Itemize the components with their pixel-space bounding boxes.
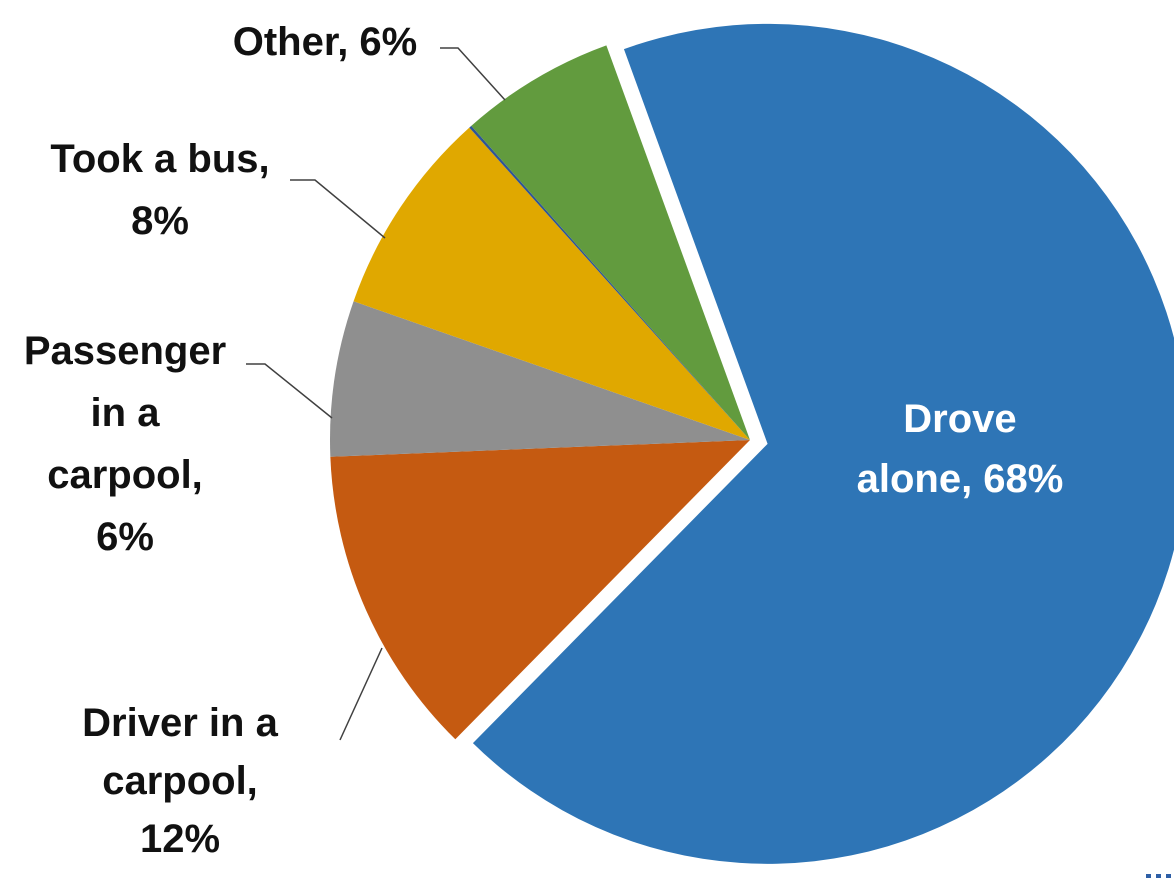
slice-label-driver-in-a-carpool: Driver in a carpool, 12% [82, 701, 278, 861]
corner-decoration [1156, 874, 1161, 878]
slice-label-line: 6% [96, 515, 154, 559]
corner-decoration [1146, 874, 1151, 878]
corner-decoration [1166, 874, 1171, 878]
leader-line-passenger-in-a-carpool [246, 363, 333, 419]
slice-labels: Drove alone, 68% Driver in a carpool, 12% Pas… [24, 20, 1064, 861]
slice-label-other: Other, 6% [233, 20, 418, 64]
slice-label-line: in a [91, 391, 161, 435]
leader-lines [246, 47, 506, 741]
pie-slice-other [471, 45, 750, 440]
slice-label-took-a-bus: Took a bus, 8% [50, 137, 269, 243]
slice-label-line: Passenger [24, 329, 226, 373]
leader-line-other [440, 47, 506, 101]
pie-slice-took-a-bus [353, 127, 750, 440]
slice-label-line: Drove [903, 397, 1016, 441]
slice-label-line: Driver in a [82, 701, 278, 745]
slice-label-line: alone, 68% [857, 457, 1064, 501]
pie-slice-unlabeled [469, 125, 750, 440]
slice-label-line: carpool, [47, 453, 203, 497]
slice-label-line: 8% [131, 199, 189, 243]
slice-label-drove-alone: Drove alone, 68% [857, 397, 1064, 501]
slice-label-line: Took a bus, [50, 137, 269, 181]
pie-slices [330, 23, 1174, 864]
slice-label-line: Other, 6% [233, 20, 418, 64]
slice-label-line: carpool, [102, 759, 258, 803]
pie-slice-driver-in-a-carpool [330, 440, 750, 740]
slice-label-passenger-in-a-carpool: Passenger in a carpool, 6% [24, 329, 226, 559]
pie-slice-drove-alone [472, 23, 1174, 864]
slice-label-line: 12% [140, 817, 220, 861]
leader-line-took-a-bus [290, 179, 386, 239]
pie-slice-passenger-in-a-carpool [330, 301, 750, 457]
leader-line-driver-in-a-carpool [339, 647, 383, 741]
